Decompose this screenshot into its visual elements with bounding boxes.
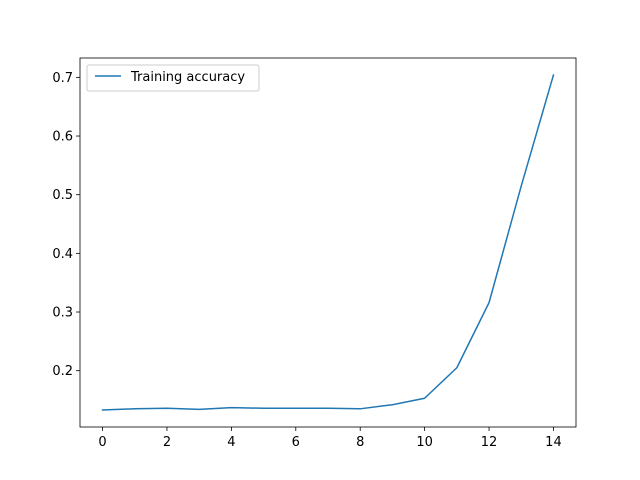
legend-box: [86, 64, 260, 92]
legend: Training accuracy: [86, 64, 260, 92]
y-tick-label: 0.5: [52, 188, 73, 203]
x-axis: 0 2 4 6 8 10 12 14: [98, 427, 562, 450]
y-axis: 0.2 0.3 0.4 0.5 0.6 0.7: [52, 71, 80, 379]
y-tick-label: 0.4: [52, 247, 73, 262]
axes-frame: [79, 57, 577, 428]
y-tick-label: 0.6: [52, 130, 73, 145]
x-tick-label: 0: [98, 435, 106, 450]
plot-area: [101, 74, 555, 411]
x-tick-label: 12: [481, 435, 498, 450]
series-line-training-accuracy: [101, 74, 555, 411]
x-tick-label: 14: [545, 435, 562, 450]
x-tick-label: 2: [163, 435, 171, 450]
x-tick-label: 6: [292, 435, 300, 450]
x-tick-label: 8: [356, 435, 364, 450]
x-tick-label: 4: [227, 435, 235, 450]
y-tick-label: 0.3: [52, 306, 73, 321]
x-tick-label: 10: [416, 435, 433, 450]
y-tick-label: 0.2: [52, 364, 73, 379]
y-tick-label: 0.7: [52, 71, 73, 86]
legend-label: Training accuracy: [130, 70, 245, 85]
